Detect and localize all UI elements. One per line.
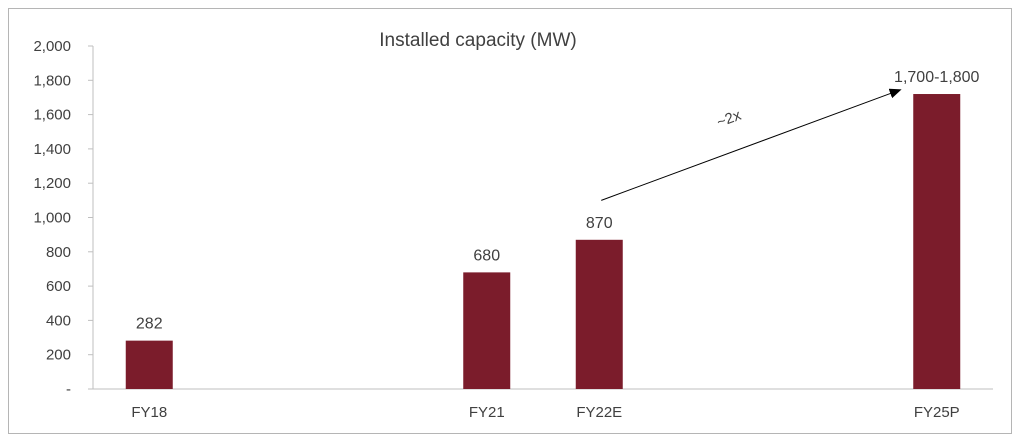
y-tick-label: 1,000: [33, 210, 71, 227]
y-tick-label: 200: [46, 347, 71, 364]
x-tick-label: FY25P: [914, 404, 960, 421]
bar: [575, 239, 623, 389]
data-label: 680: [473, 247, 500, 264]
chart-title: Installed capacity (MW): [379, 30, 576, 51]
y-tick-label: 1,200: [33, 175, 71, 192]
bar: [913, 94, 961, 390]
y-tick-label: 600: [46, 278, 71, 295]
y-tick-label: 1,600: [33, 107, 71, 124]
chart-frame: Installed capacity (MW) - 200 400 600 800 1,0…: [8, 8, 1012, 434]
growth-annotation: ~2x: [714, 107, 743, 132]
data-label: 1,700-1,800: [894, 69, 980, 86]
y-tick-label: 2,000: [33, 38, 71, 55]
bar: [463, 272, 511, 389]
y-tick-label: -: [66, 381, 71, 398]
y-tick-label: 400: [46, 312, 71, 329]
data-label: 870: [586, 215, 613, 232]
y-tick-label: 1,800: [33, 72, 71, 89]
bar: [125, 340, 173, 389]
x-tick-label: FY21: [469, 404, 505, 421]
x-tick-label: FY18: [131, 404, 167, 421]
y-tick-label: 800: [46, 244, 71, 261]
y-tick-label: 1,400: [33, 141, 71, 158]
x-tick-label: FY22E: [576, 404, 622, 421]
growth-arrow: [601, 88, 902, 201]
bar-chart: Installed capacity (MW) - 200 400 600 800 1,0…: [33, 30, 993, 421]
data-label: 282: [136, 316, 163, 333]
